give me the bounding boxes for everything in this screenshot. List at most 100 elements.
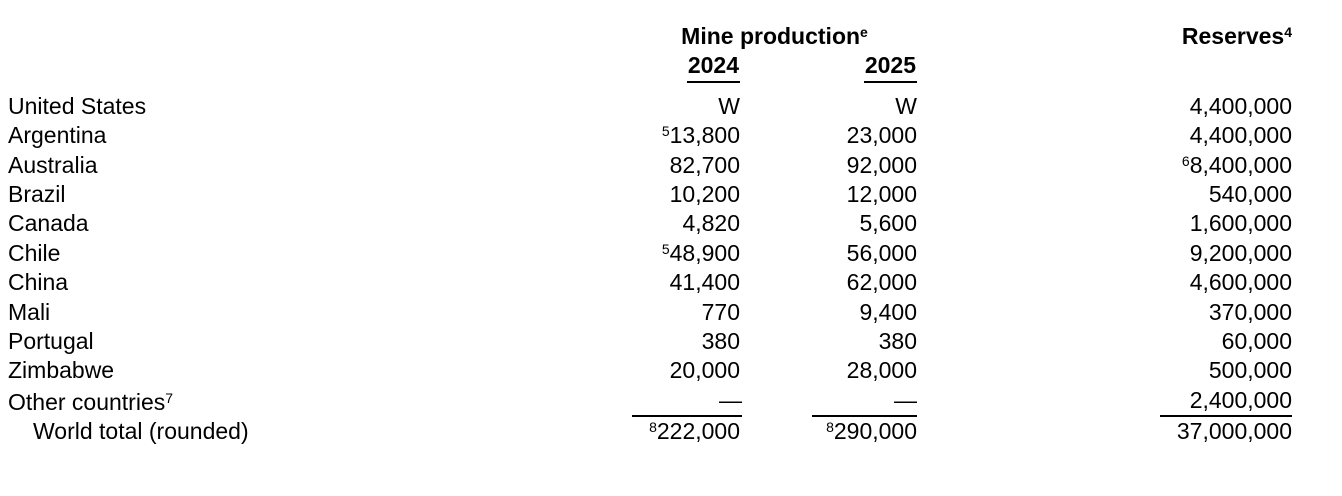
country-cell: Other countries7	[0, 386, 632, 417]
country-cell: Brazil	[0, 180, 632, 209]
reserves-label: Reserves	[1181, 23, 1285, 49]
table-row: United States W W 4,400,000	[0, 92, 1342, 121]
reserves-value: 4,400,000	[1189, 92, 1293, 119]
table-row: China 41,400 62,000 4,600,000	[0, 268, 1342, 297]
table-row: Mali 770 9,400 370,000	[0, 298, 1342, 327]
prod-2025-value: 28,000	[846, 357, 918, 384]
prod-2025-cell: 8290,000	[740, 417, 917, 446]
reserves-cell: 60,000	[917, 327, 1292, 356]
col-header-2024: 2024	[632, 51, 740, 91]
value-footnote-sup: 8	[826, 419, 834, 436]
country-cell: World total (rounded)	[0, 417, 632, 446]
col-header-2025: 2025	[740, 51, 918, 91]
country-label: Mali	[8, 298, 51, 325]
header-empty-cell	[0, 22, 632, 51]
prod-2024-value: 10,200	[669, 181, 740, 208]
prod-2024-value: 513,800	[661, 122, 740, 149]
table-row: Canada 4,820 5,600 1,600,000	[0, 209, 1342, 238]
country-label: Zimbabwe	[8, 357, 115, 384]
country-label: World total (rounded)	[33, 418, 249, 445]
country-label: Australia	[8, 151, 98, 178]
prod-2024-value: W	[718, 92, 740, 119]
prod-2024-cell: 41,400	[632, 268, 740, 297]
country-cell: Canada	[0, 209, 632, 238]
prod-2024-cell: 82,700	[632, 151, 740, 180]
reserves-value: 370,000	[1208, 298, 1293, 325]
reserves-value: 9,200,000	[1189, 239, 1293, 266]
row-spacer-cell	[1292, 239, 1342, 268]
prod-2025-value: 380	[878, 328, 918, 355]
row-spacer-cell	[1292, 151, 1342, 180]
prod-2025-value: 92,000	[846, 151, 918, 178]
country-label: Canada	[8, 210, 89, 237]
country-label: China	[8, 269, 69, 296]
header-empty-cell	[917, 51, 1292, 91]
table-row: Chile 548,900 56,000 9,200,000	[0, 239, 1342, 268]
prod-2024-cell: 548,900	[632, 239, 740, 268]
prod-2024-value: 4,820	[682, 210, 740, 237]
row-spacer-cell	[1292, 209, 1342, 238]
prod-2025-value: 9,400	[859, 298, 918, 325]
prod-2025-cell: 62,000	[740, 268, 917, 297]
col-header-mine-production: Mine productione	[632, 22, 917, 51]
row-spacer-cell	[1292, 268, 1342, 297]
reserves-cell: 1,600,000	[917, 209, 1292, 238]
reserves-cell: 37,000,000	[917, 417, 1292, 446]
table-row: Australia 82,700 92,000 68,400,000	[0, 151, 1342, 180]
reserves-value: 37,000,000	[1176, 418, 1293, 445]
row-spacer-cell	[1292, 417, 1342, 446]
reserves-value: 1,600,000	[1189, 210, 1293, 237]
prod-2025-value: 5,600	[859, 210, 918, 237]
prod-2025-value: 56,000	[846, 239, 918, 266]
reserves-cell: 370,000	[917, 298, 1292, 327]
reserves-cell: 2,400,000	[917, 386, 1293, 418]
prod-2025-value: 23,000	[846, 122, 918, 149]
prod-2025-cell: 12,000	[740, 180, 917, 209]
prod-2024-value: 82,700	[669, 151, 740, 178]
table-row: Portugal 380 380 60,000	[0, 327, 1342, 356]
prod-2025-cell: 9,400	[740, 298, 917, 327]
prod-2024-cell: 4,820	[632, 209, 740, 238]
row-spacer-cell	[1292, 121, 1342, 150]
prod-2024-cell: 10,200	[632, 180, 740, 209]
reserves-value: 60,000	[1221, 328, 1293, 355]
country-label: Brazil	[8, 181, 66, 208]
commodity-statistics-table: Mine productione Reserves4 2024 2025 Uni…	[0, 22, 1342, 447]
country-label: United States	[8, 92, 147, 119]
reserves-cell: 500,000	[917, 356, 1292, 385]
prod-2024-cell: 380	[632, 327, 740, 356]
reserves-value: 4,600,000	[1189, 269, 1293, 296]
reserves-cell: 4,600,000	[917, 268, 1292, 297]
year-2024-label: 2024	[686, 51, 740, 83]
row-spacer-cell	[1292, 180, 1342, 209]
country-cell: Argentina	[0, 121, 632, 150]
year-2025-label: 2025	[863, 51, 918, 83]
country-label: Other countries7	[8, 388, 174, 415]
country-cell: Chile	[0, 239, 632, 268]
reserves-cell: 9,200,000	[917, 239, 1292, 268]
mine-production-footnote-sup: e	[860, 24, 868, 40]
prod-2025-cell: —	[740, 386, 918, 418]
reserves-cell: 4,400,000	[917, 92, 1292, 121]
header-years-row: 2024 2025	[0, 51, 1342, 91]
country-cell: Australia	[0, 151, 632, 180]
value-footnote-sup: 8	[649, 419, 657, 436]
country-footnote-sup: 7	[165, 389, 174, 406]
reserves-value: 2,400,000	[1160, 386, 1293, 418]
prod-2024-cell: 20,000	[632, 356, 740, 385]
table-row: Zimbabwe 20,000 28,000 500,000	[0, 356, 1342, 385]
prod-2025-value: —	[812, 386, 918, 418]
value-footnote-sup: 5	[661, 240, 670, 257]
country-label: Chile	[8, 239, 61, 266]
reserves-cell: 540,000	[917, 180, 1292, 209]
country-cell: Zimbabwe	[0, 356, 632, 385]
prod-2024-value: —	[632, 386, 742, 418]
mine-production-label: Mine production	[681, 23, 861, 49]
prod-2024-cell: 770	[632, 298, 740, 327]
prod-2025-value: W	[895, 92, 918, 119]
value-footnote-sup: 5	[661, 123, 670, 140]
country-cell: China	[0, 268, 632, 297]
table-row: Other countries7 — — 2,400,000	[0, 386, 1342, 418]
header-spacer-cell	[1292, 51, 1342, 91]
value-footnote-sup: 6	[1181, 152, 1190, 169]
